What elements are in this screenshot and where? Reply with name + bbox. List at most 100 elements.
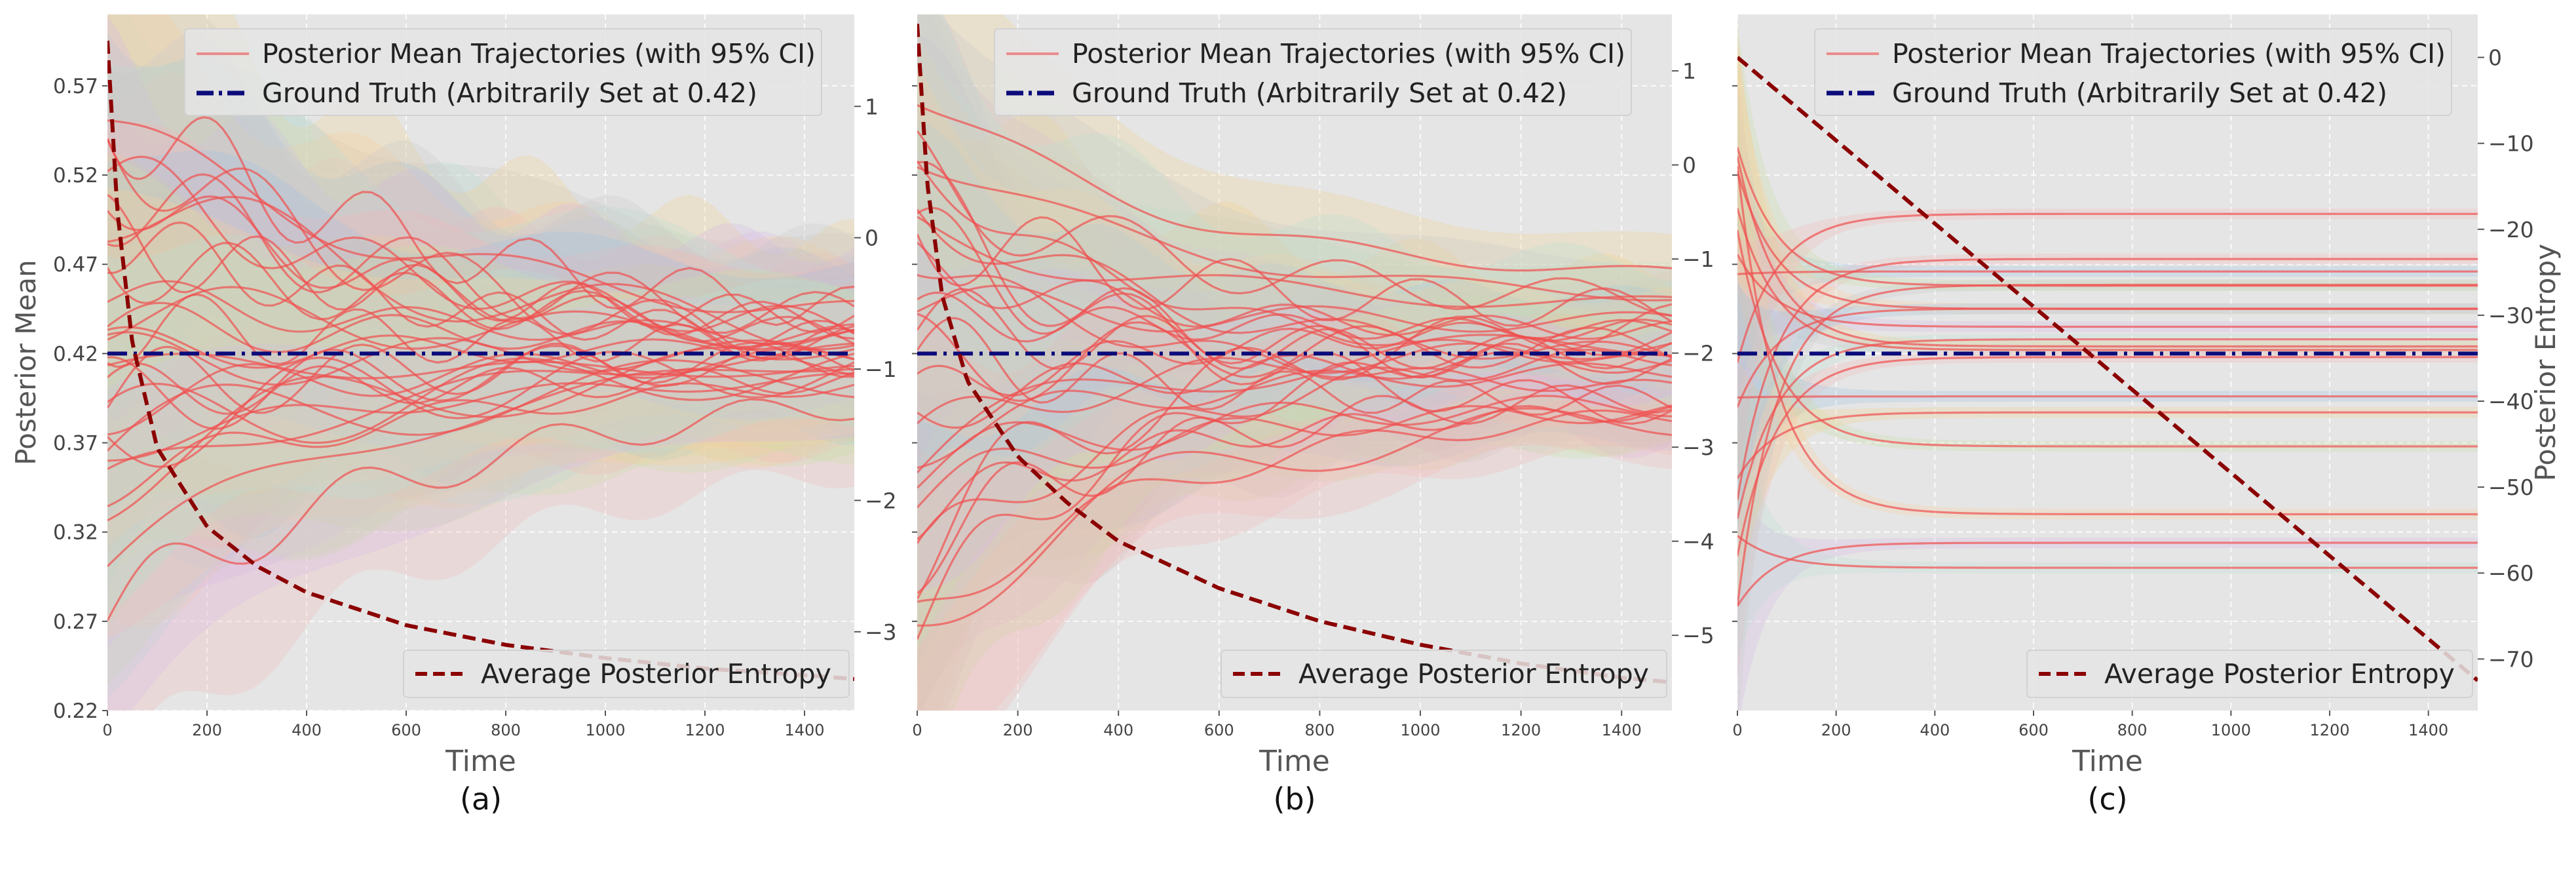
entropy-c [1737,56,2478,682]
x-tick-label: 400 [1920,721,1950,739]
y2-ticks-a: 1 0 −1 −2 −3 [854,94,897,645]
trajectory-line [1737,411,2478,479]
trajectory-line [107,195,854,351]
x-tick-label: 800 [2117,721,2148,739]
trajectory-line [1737,356,2478,557]
trajectory-line [107,331,854,386]
y-tick-label: 0.32 [53,521,98,545]
subplot-c: 0 200 400 600 800 1000 1200 1400 0 −10 −20 −30 −40 −… [1732,14,2562,817]
ci-band [917,318,1672,686]
ci-band [107,14,854,405]
plot-area-a [107,14,854,711]
trajectory-line [1737,270,2478,275]
ci-band [1737,351,2478,681]
ci-band [107,89,854,467]
y2-ticks-c: 0 −10 −20 −30 −40 −50 −60 −70 [2478,45,2534,672]
trajectory-line [107,368,854,568]
trajectory-line [107,280,854,345]
trajectory-line [917,362,1672,469]
caption-a: (a) [460,781,502,817]
trajectory-line [107,119,854,313]
y2-tick-label: 1 [865,94,879,119]
trajectory-line [107,351,854,468]
y2-tick-label: 0 [865,225,879,251]
legend-trajectory-label-b: Posterior Mean Trajectories (with 95% CI… [1072,38,1625,69]
trajectory-line [917,216,1672,308]
legend-lower-box-a [403,650,850,698]
ci-band [107,328,854,711]
ci-band [1737,353,2478,604]
y2-ticks-b: 1 0 −1 −2 −3 −4 −5 [1672,58,1714,648]
entropy-curve [1737,56,2478,682]
trajectory-line [917,407,1672,627]
trajectories-a [107,116,854,621]
ci-band [1737,105,2478,452]
ci-band [107,14,854,384]
trajectory-line [107,398,854,621]
x-tick-label: 1200 [2309,721,2349,739]
x-ticks-b: 0 200 400 600 800 1000 1200 1400 [912,711,1642,739]
ci-band [917,121,1672,479]
trajectory-line [1737,283,2478,606]
trajectory-line [917,331,1672,640]
y-ticks-c [1732,85,1737,622]
y2-tick-label: −30 [2488,303,2534,328]
legend-entropy-label-c: Average Posterior Entropy [2104,658,2455,690]
x-tick-label: 1200 [1501,721,1541,739]
trajectory-line [917,166,1672,302]
y-tick-label: 0.27 [53,610,98,634]
y2-tick-label: −20 [2488,217,2534,243]
ci-band [917,345,1672,711]
y2-axis-label-c: Posterior Entropy [2529,244,2562,481]
ci-band [1737,149,2478,399]
ci-band [1737,41,2478,520]
x-ticks-a: 0 200 400 600 800 1000 1200 1400 [102,711,825,739]
y2-tick-label: −10 [2488,131,2534,157]
trajectory-line [107,155,854,335]
trajectory-line [107,372,854,462]
x-tick-label: 1000 [2211,721,2251,739]
x-tick-label: 1000 [585,721,625,739]
x-tick-label: 800 [1304,721,1335,739]
trajectory-line [107,138,854,360]
trajectory-line [1737,212,2478,363]
x-tick-label: 800 [491,721,521,739]
ci-band [107,191,854,587]
legend-entropy-label-b: Average Posterior Entropy [1298,658,1649,690]
ci-band [1737,282,2478,532]
x-tick-label: 400 [292,721,322,739]
plot-area-c [1737,14,2478,711]
ci-band [917,336,1672,711]
y-tick-label: 0.22 [53,699,98,723]
y-ticks-b [912,85,917,622]
ci-band [107,14,854,395]
y-tick-label: 0.37 [53,432,98,456]
ci-band [917,96,1672,454]
y-tick-label: 0.47 [53,253,98,277]
y2-tick-label: 0 [1682,153,1696,178]
ci-band [917,314,1672,711]
ci-band [1737,272,2478,523]
y-tick-label: 0.42 [53,342,98,366]
ci-band [1737,129,2478,380]
legend-upper-b: Posterior Mean Trajectories (with 95% CI… [994,28,1632,116]
y2-tick-label: 1 [1682,58,1696,84]
x-axis-label-b: Time [1259,745,1330,778]
legend-upper-box-c [1814,28,2452,116]
x-ticks-c: 0 200 400 600 800 1000 1200 1400 [1732,711,2448,739]
legend-lower-c: Average Posterior Entropy [2026,650,2473,698]
y2-tick-label: −40 [2488,389,2534,414]
x-tick-label: 1200 [685,721,725,739]
ci-band [917,14,1672,399]
trajectory-line [1737,155,2478,348]
trajectory-line [107,173,854,334]
x-tick-label: 1400 [1602,721,1642,739]
ci-band [1737,481,2478,711]
ci-band [1737,334,2478,644]
legend-entropy-label-a: Average Posterior Entropy [481,658,831,690]
subplot-a: 0 200 400 600 800 1000 1200 1400 0.220.270.320.… [10,14,897,817]
y2-tick-label: −5 [1682,623,1714,648]
legend-ground-truth-label-b: Ground Truth (Arbitrarily Set at 0.42) [1072,77,1567,109]
ci-band [917,135,1672,519]
